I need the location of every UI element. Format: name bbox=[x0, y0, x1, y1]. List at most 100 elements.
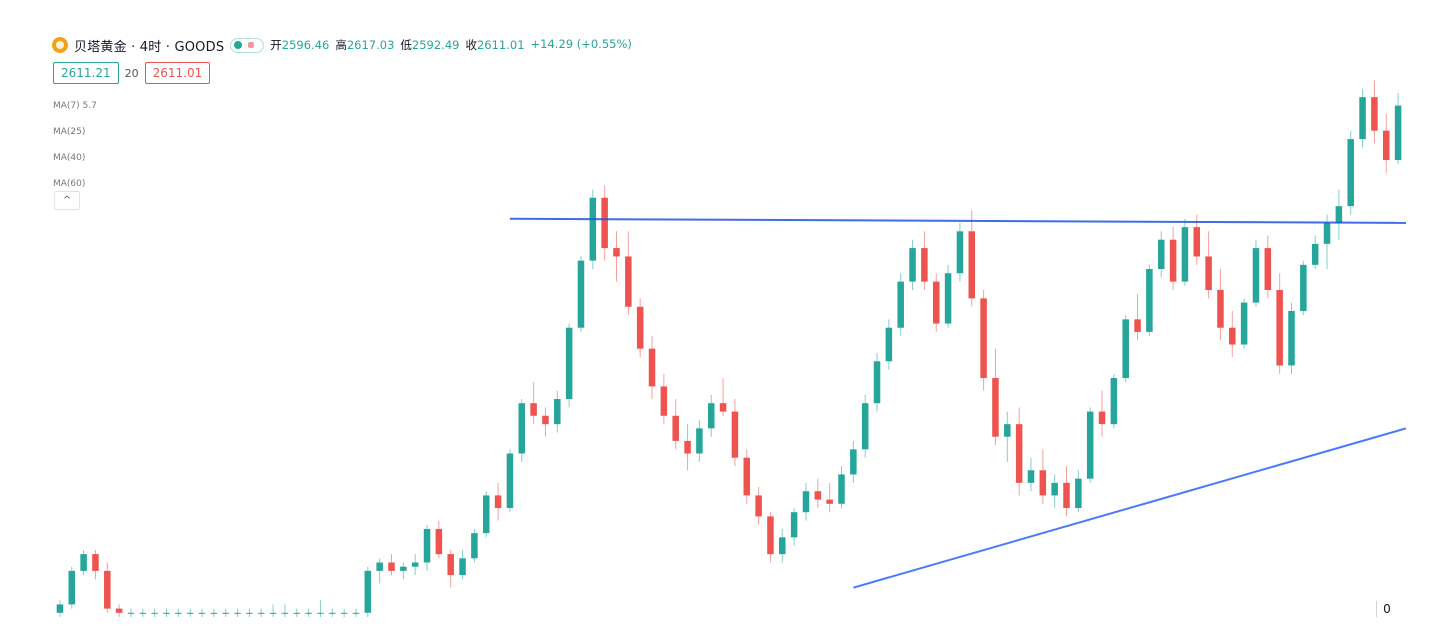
candle-body bbox=[1229, 327, 1236, 345]
candle-body bbox=[992, 378, 999, 437]
candle-body bbox=[554, 399, 561, 425]
candle-body bbox=[305, 612, 312, 614]
candle-body bbox=[814, 491, 822, 500]
candle-body bbox=[1015, 424, 1023, 483]
candle-body bbox=[411, 562, 419, 567]
candle-body bbox=[234, 612, 241, 614]
candle-body bbox=[743, 457, 751, 496]
candle-body bbox=[423, 528, 431, 563]
candle-body bbox=[530, 403, 537, 416]
candle-body bbox=[269, 612, 277, 614]
candle-body bbox=[115, 608, 123, 613]
candle-body bbox=[826, 499, 833, 504]
buy-price-button[interactable]: 2611.21 bbox=[53, 62, 119, 84]
support-trendline[interactable] bbox=[853, 427, 1407, 589]
candle-body bbox=[1027, 470, 1035, 483]
candle-body bbox=[1323, 222, 1331, 244]
candle-body bbox=[210, 612, 218, 614]
candle-body bbox=[92, 554, 99, 571]
candle-body bbox=[850, 449, 857, 475]
candle-body bbox=[139, 612, 147, 614]
candle-body bbox=[1264, 248, 1272, 290]
visibility-toggle[interactable] bbox=[230, 37, 265, 53]
price-row: 2611.21 20 2611.01 bbox=[53, 62, 211, 84]
candle-body bbox=[388, 562, 395, 571]
candle-body bbox=[897, 281, 904, 328]
indicator-ma25[interactable]: MA(25) bbox=[53, 127, 86, 137]
candle-body bbox=[186, 612, 194, 614]
candle-body bbox=[163, 612, 170, 614]
candle-body bbox=[1217, 290, 1224, 328]
candle-body bbox=[482, 495, 490, 534]
candle-body bbox=[1122, 319, 1129, 379]
candle-body bbox=[447, 554, 454, 576]
candle-body bbox=[1146, 269, 1153, 332]
candle-body bbox=[672, 415, 679, 441]
candle-body bbox=[1359, 97, 1366, 140]
candle-body bbox=[222, 612, 229, 614]
candle-body bbox=[1051, 482, 1058, 496]
candle-body bbox=[364, 570, 372, 613]
candle-body bbox=[1382, 130, 1390, 161]
candle-body bbox=[340, 612, 348, 614]
candle-body bbox=[1086, 411, 1094, 479]
candle-body bbox=[1276, 290, 1283, 366]
candle-body bbox=[1300, 264, 1307, 311]
candle-body bbox=[755, 495, 762, 517]
symbol-header: 贝塔黄金 · 4时 · GOODS 开2596.46 高2617.03 低259… bbox=[52, 35, 632, 55]
candle-body bbox=[246, 612, 253, 614]
candle-body bbox=[1371, 97, 1378, 131]
candle-body bbox=[767, 516, 774, 555]
candle-body bbox=[909, 248, 916, 282]
candle-body bbox=[1004, 424, 1011, 437]
candles-layer bbox=[56, 80, 1402, 617]
candle-body bbox=[494, 495, 502, 508]
spread-value: 20 bbox=[124, 66, 139, 80]
candle-body bbox=[1110, 378, 1118, 425]
candle-body bbox=[731, 411, 739, 458]
axis-corner-label: 0 bbox=[1376, 601, 1397, 617]
candle-body bbox=[56, 604, 64, 613]
candle-body bbox=[293, 612, 301, 614]
trendlines-layer bbox=[509, 217, 1407, 589]
ohlc-change: +14.29 (+0.55%) bbox=[530, 37, 632, 51]
candle-body bbox=[329, 612, 336, 614]
candle-body bbox=[838, 474, 845, 504]
candle-body bbox=[636, 306, 644, 349]
candle-body bbox=[861, 403, 869, 450]
candle-body bbox=[719, 403, 727, 412]
candle-body bbox=[1063, 482, 1070, 508]
candle-body bbox=[80, 554, 87, 571]
candle-body bbox=[790, 512, 798, 538]
sell-price-button[interactable]: 2611.01 bbox=[144, 62, 211, 84]
candle-body bbox=[802, 491, 810, 513]
candle-body bbox=[257, 612, 265, 614]
candle-body bbox=[352, 612, 360, 614]
candle-body bbox=[151, 612, 158, 614]
candle-body bbox=[1098, 411, 1106, 425]
candle-body bbox=[1075, 478, 1082, 508]
collapse-legend-button[interactable]: ^ bbox=[54, 191, 80, 210]
candle-body bbox=[625, 256, 632, 307]
candle-body bbox=[944, 273, 952, 324]
candle-body bbox=[1335, 206, 1343, 223]
candle-body bbox=[400, 566, 407, 571]
indicator-ma7[interactable]: MA(7) 5.7 bbox=[53, 101, 97, 111]
candle-body bbox=[1394, 105, 1402, 161]
ohlc-high: 高2617.03 bbox=[335, 38, 395, 52]
candle-body bbox=[1288, 310, 1295, 366]
candle-body bbox=[565, 327, 573, 399]
candle-body bbox=[1193, 227, 1201, 257]
symbol-title[interactable]: 贝塔黄金 · 4时 · GOODS bbox=[74, 39, 225, 55]
candle-body bbox=[127, 612, 135, 614]
candle-body bbox=[1157, 239, 1165, 270]
candle-body bbox=[281, 612, 289, 614]
candle-body bbox=[932, 281, 940, 324]
indicator-ma60[interactable]: MA(60) bbox=[53, 179, 86, 189]
indicator-ma40[interactable]: MA(40) bbox=[53, 153, 86, 163]
symbol-logo-icon bbox=[52, 37, 68, 53]
candle-body bbox=[104, 570, 111, 609]
candle-body bbox=[660, 386, 668, 416]
resistance-trendline[interactable] bbox=[509, 217, 1407, 224]
